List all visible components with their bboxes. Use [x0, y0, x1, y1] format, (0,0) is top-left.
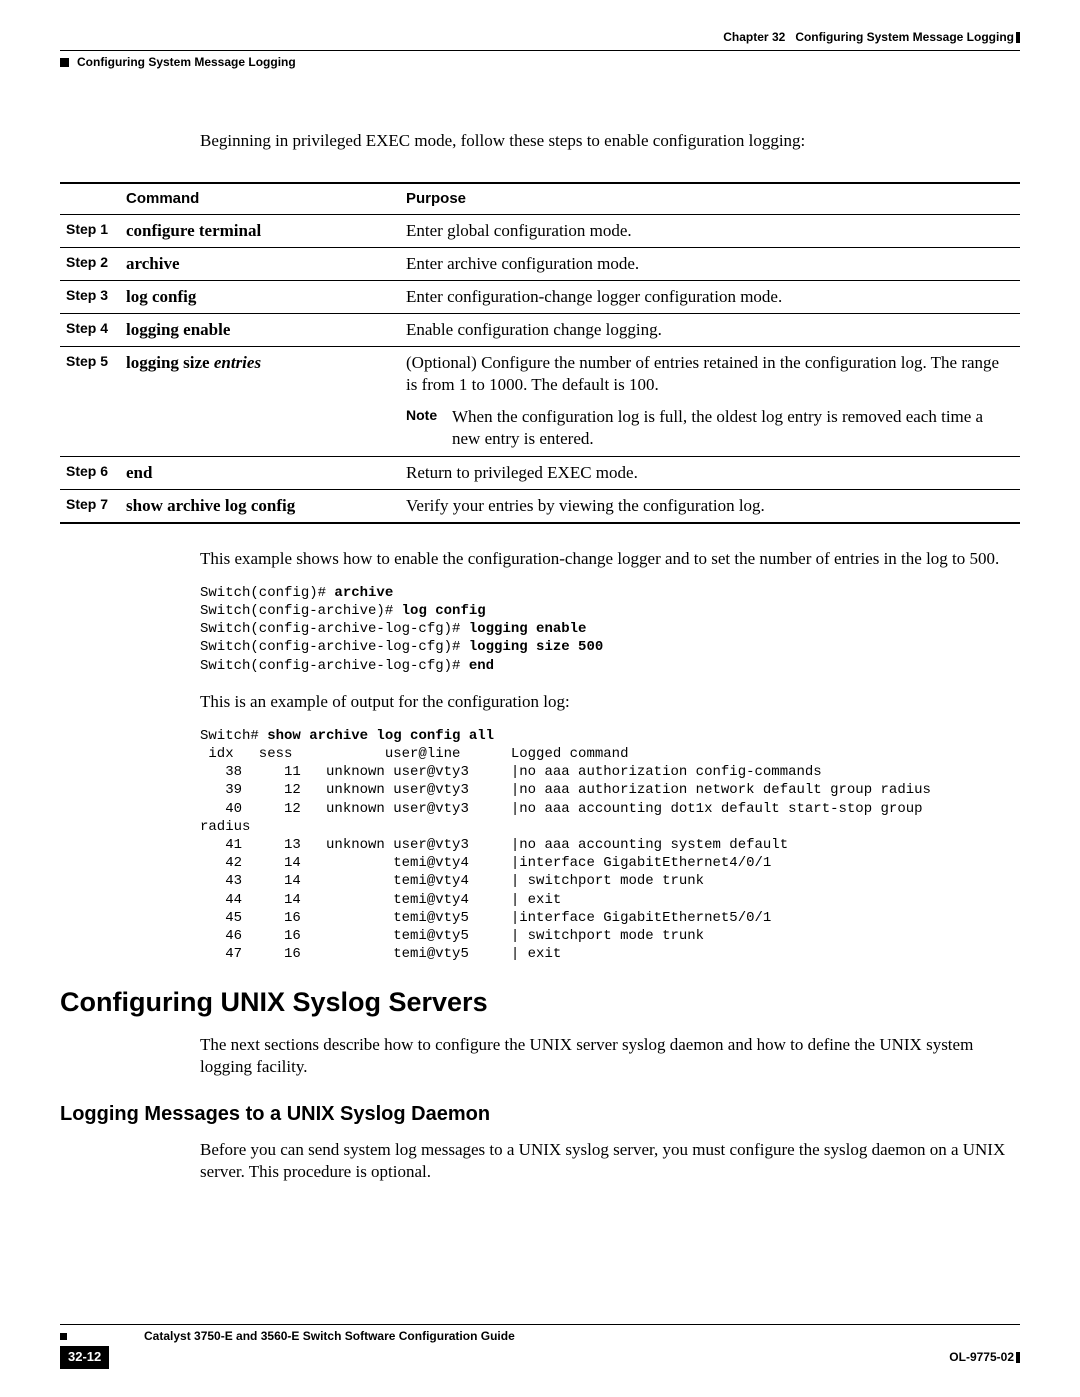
- table-row: Step 5 logging size entries (Optional) C…: [60, 347, 1020, 402]
- output-paragraph: This is an example of output for the con…: [200, 691, 1020, 713]
- code-block-2: Switch# show archive log config all idx …: [200, 727, 1020, 963]
- command-cell: show archive log config: [120, 489, 400, 523]
- step-label: Step 4: [60, 314, 120, 347]
- header-right: Chapter 32 Configuring System Message Lo…: [60, 30, 1020, 46]
- step-label: Step 5: [60, 347, 120, 402]
- purpose-cell: Verify your entries by viewing the confi…: [400, 489, 1020, 523]
- table-row: Step 7 show archive log config Verify yo…: [60, 489, 1020, 523]
- command-cell: end: [120, 456, 400, 489]
- step-label: Step 6: [60, 456, 120, 489]
- step-label: Step 1: [60, 214, 120, 247]
- purpose-cell: Enter archive configuration mode.: [400, 247, 1020, 280]
- table-row: Step 1 configure terminal Enter global c…: [60, 214, 1020, 247]
- command-cell: archive: [120, 247, 400, 280]
- intro-paragraph: Beginning in privileged EXEC mode, follo…: [200, 130, 1020, 152]
- step-label: Step 2: [60, 247, 120, 280]
- command-cell: log config: [120, 280, 400, 313]
- command-table: Command Purpose Step 1 configure termina…: [60, 182, 1020, 523]
- note-label: Note: [406, 406, 452, 424]
- purpose-cell: (Optional) Configure the number of entri…: [400, 347, 1020, 402]
- example-paragraph: This example shows how to enable the con…: [200, 548, 1020, 570]
- th-command: Command: [120, 183, 400, 214]
- step-label: Step 3: [60, 280, 120, 313]
- code-block-1: Switch(config)# archive Switch(config-ar…: [200, 584, 1020, 675]
- command-cell: logging size entries: [120, 347, 400, 402]
- daemon-paragraph: Before you can send system log messages …: [200, 1139, 1020, 1183]
- section-title-left: Configuring System Message Logging: [77, 55, 296, 69]
- purpose-cell: Return to privileged EXEC mode.: [400, 456, 1020, 489]
- heading-unix-syslog: Configuring UNIX Syslog Servers: [60, 985, 1020, 1020]
- th-purpose: Purpose: [400, 183, 1020, 214]
- table-row: Step 3 log config Enter configuration-ch…: [60, 280, 1020, 313]
- command-cell: configure terminal: [120, 214, 400, 247]
- doc-id: OL-9775-02: [949, 1350, 1020, 1366]
- step-label: Step 7: [60, 489, 120, 523]
- purpose-cell: Enter global configuration mode.: [400, 214, 1020, 247]
- purpose-cell: Enable configuration change logging.: [400, 314, 1020, 347]
- heading-daemon: Logging Messages to a UNIX Syslog Daemon: [60, 1101, 1020, 1127]
- purpose-cell: Enter configuration-change logger config…: [400, 280, 1020, 313]
- header-left: Configuring System Message Logging: [60, 50, 1020, 71]
- note-text: When the configuration log is full, the …: [452, 406, 1010, 450]
- chapter-title-right: Configuring System Message Logging: [795, 30, 1014, 44]
- table-row: Step 4 logging enable Enable configurati…: [60, 314, 1020, 347]
- page-footer: Catalyst 3750-E and 3560-E Switch Softwa…: [60, 1324, 1020, 1369]
- table-row-note: NoteWhen the configuration log is full, …: [60, 401, 1020, 456]
- command-cell: logging enable: [120, 314, 400, 347]
- chapter-number: Chapter 32: [723, 30, 785, 44]
- footer-guide-title: Catalyst 3750-E and 3560-E Switch Softwa…: [144, 1329, 515, 1345]
- unix-paragraph: The next sections describe how to config…: [200, 1034, 1020, 1078]
- table-row: Step 6 end Return to privileged EXEC mod…: [60, 456, 1020, 489]
- table-row: Step 2 archive Enter archive configurati…: [60, 247, 1020, 280]
- page-number: 32-12: [60, 1346, 109, 1369]
